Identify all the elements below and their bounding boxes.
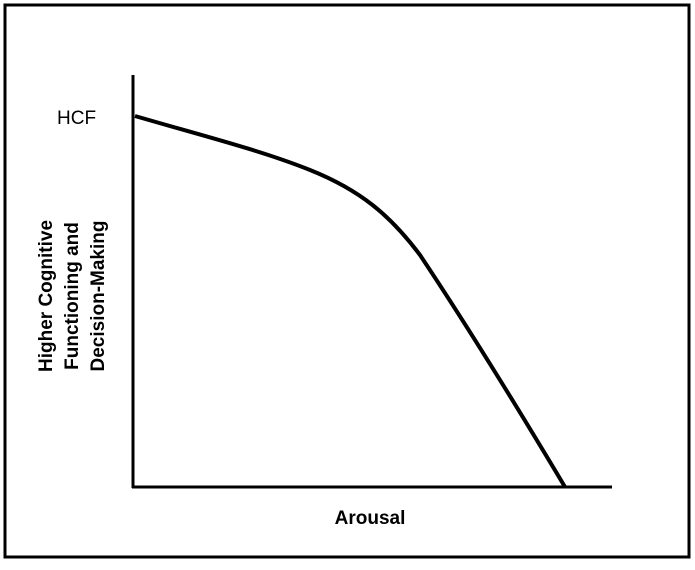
frame [3, 3, 691, 559]
y-axis-label-line: Decision-Making [88, 221, 109, 372]
y-axis-label-line: Higher Cognitive [36, 220, 57, 372]
x-axis-label: Arousal [335, 508, 406, 529]
y-axis-label-line: Functioning and [62, 222, 83, 370]
hcf-label: HCF [57, 108, 96, 129]
curve [134, 114, 567, 489]
y-axis-label: Higher Cognitive Functioning and Decisio… [36, 220, 109, 372]
